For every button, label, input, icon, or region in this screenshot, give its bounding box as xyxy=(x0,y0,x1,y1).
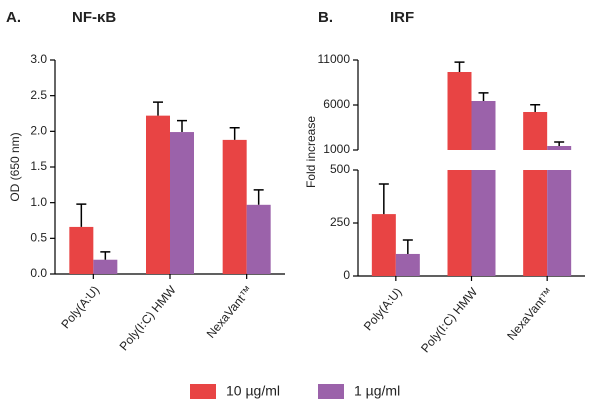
panel-label: B. xyxy=(318,9,333,26)
error-bar xyxy=(253,189,264,205)
y-tick-label: 0.5 xyxy=(30,231,47,245)
bar xyxy=(246,204,271,274)
bar xyxy=(170,132,194,274)
y-tick-label: 0.0 xyxy=(30,266,47,280)
legend-label: 1 µg/ml xyxy=(354,383,400,399)
y-tick-label: 1000 xyxy=(323,142,350,156)
error-bar xyxy=(454,61,465,72)
y-tick-label: 2.0 xyxy=(30,124,47,138)
error-bar xyxy=(76,203,87,227)
y-tick-label: 1.5 xyxy=(30,159,47,173)
bar xyxy=(447,170,472,276)
series: 1 µg/ml xyxy=(93,119,271,274)
series: 10 µg/ml xyxy=(371,61,548,276)
chart-title: NF-κB xyxy=(72,9,116,26)
bar xyxy=(69,226,94,274)
y-tick-label: 1.0 xyxy=(30,195,47,209)
y-tick-label: 2.5 xyxy=(30,88,47,102)
series: 10 µg/ml xyxy=(69,101,247,274)
x-tick-label: Poly(I:C) HMW xyxy=(117,282,180,353)
y-tick-label: 3.0 xyxy=(30,52,47,66)
y-axis-title: OD (650 nm) xyxy=(8,132,22,201)
bar xyxy=(447,71,472,150)
bar xyxy=(146,115,170,274)
error-bar xyxy=(378,183,389,215)
legend-label: 10 µg/ml xyxy=(226,383,280,399)
y-tick-label: 0 xyxy=(343,268,350,282)
y-tick-label: 11000 xyxy=(318,52,351,66)
bar xyxy=(93,259,118,274)
x-tick-label: NexaVant™ xyxy=(204,283,256,341)
x-tick-label: Poly(I:C) HMW xyxy=(418,284,481,355)
x-tick-label: Poly(A:U) xyxy=(58,283,102,331)
bar xyxy=(547,170,572,276)
series: 1 µg/ml xyxy=(395,92,572,276)
legend-swatch xyxy=(318,384,344,399)
panel-label: A. xyxy=(6,9,21,26)
error-bar xyxy=(554,141,565,147)
error-bar xyxy=(229,127,240,140)
y-tick-label: 6000 xyxy=(323,97,350,111)
bar xyxy=(395,253,420,276)
bar xyxy=(547,146,572,150)
bar xyxy=(371,214,396,276)
error-bar xyxy=(100,251,111,260)
error-bar xyxy=(402,239,413,254)
y-axis-title: Fold increase xyxy=(304,116,318,188)
bar xyxy=(471,101,496,150)
x-tick-label: NexaVant™ xyxy=(504,285,556,343)
bar xyxy=(222,139,247,274)
error-bar xyxy=(478,92,489,102)
error-bar xyxy=(177,119,187,133)
legend-swatch xyxy=(190,384,216,399)
error-bar xyxy=(530,104,541,113)
y-tick-label: 250 xyxy=(330,215,350,229)
bar xyxy=(471,170,496,276)
bar xyxy=(523,170,548,276)
chart-title: IRF xyxy=(390,9,414,26)
bar xyxy=(523,112,548,150)
x-tick-label: Poly(A:U) xyxy=(361,285,405,333)
error-bar xyxy=(153,101,163,116)
y-tick-label: 500 xyxy=(330,162,350,176)
